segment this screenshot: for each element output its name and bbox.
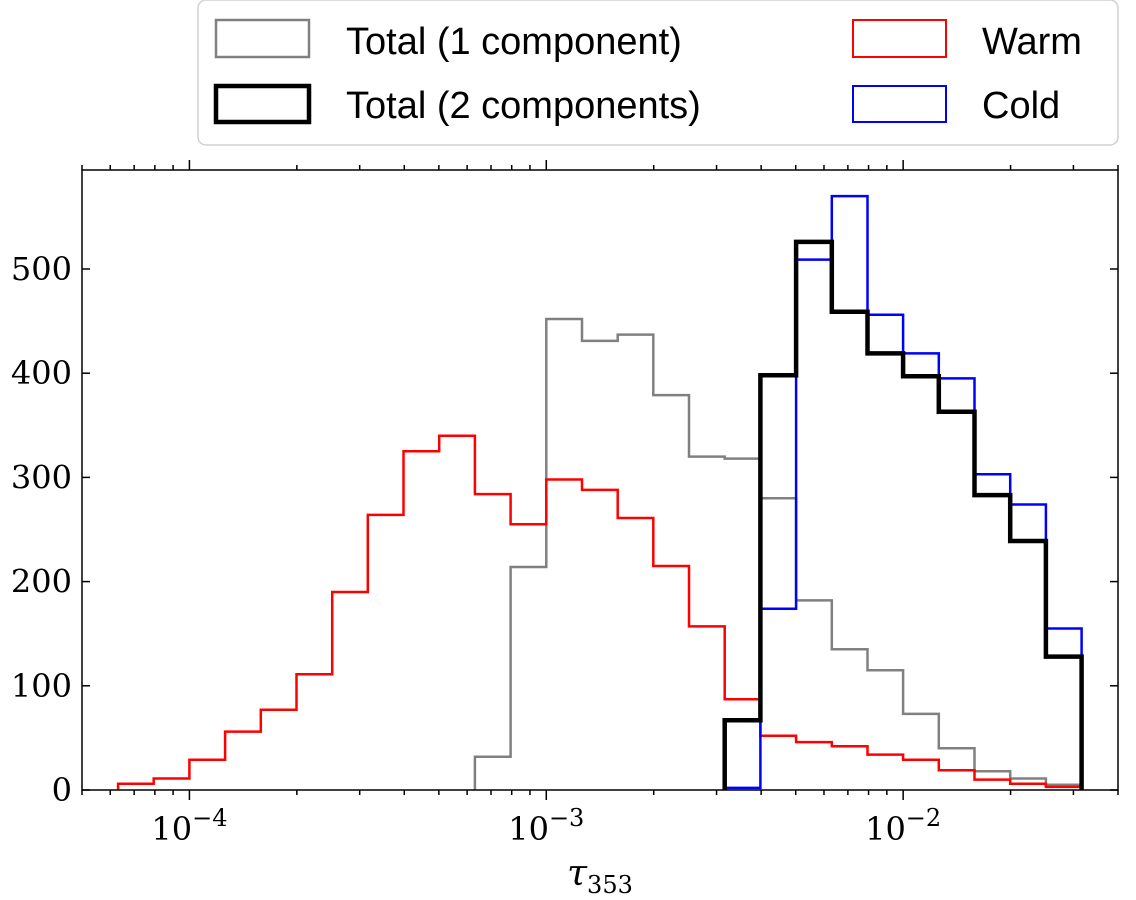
y-tick-label-500: 500 [11,250,72,288]
legend-label-total-2: Total (2 components) [346,85,701,127]
series-cold [723,194,1083,790]
series-total-2-components [722,239,1084,790]
legend-label-warm: Warm [982,21,1082,63]
legend-swatch-total-1 [214,18,311,59]
legend-swatch-cold [852,85,947,123]
legend-label-total-1: Total (1 component) [346,21,682,63]
series-layer [116,194,1084,790]
legend-label-cold: Cold [982,85,1060,127]
y-tick-label-100: 100 [11,667,72,705]
x-tick-label-2: 10−2 [865,804,941,848]
x-tick-label-0: 10−4 [151,804,227,848]
x-axis-label-sub: 353 [587,871,633,899]
x-tick-label-1: 10−3 [508,804,584,848]
ticks-layer: 0 100 200 300 400 500 10−4 10−3 10−2 [11,160,1119,848]
y-tick-label-200: 200 [11,563,72,601]
legend-swatch-total-2 [213,83,312,125]
y-tick-label-300: 300 [11,458,72,496]
x-axis-label-main: τ [567,853,588,894]
y-tick-label-0: 0 [52,771,72,809]
y-tick-label-400: 400 [11,354,72,392]
legend-swatch-warm [852,19,947,58]
plot-frame [81,169,1119,791]
series-total-1-component [473,317,1083,790]
legend-frame [197,0,1119,146]
series-warm [116,434,1083,790]
legend: Total (1 component) Total (2 components)… [197,0,1119,146]
x-axis-label: τ353 [567,853,633,899]
